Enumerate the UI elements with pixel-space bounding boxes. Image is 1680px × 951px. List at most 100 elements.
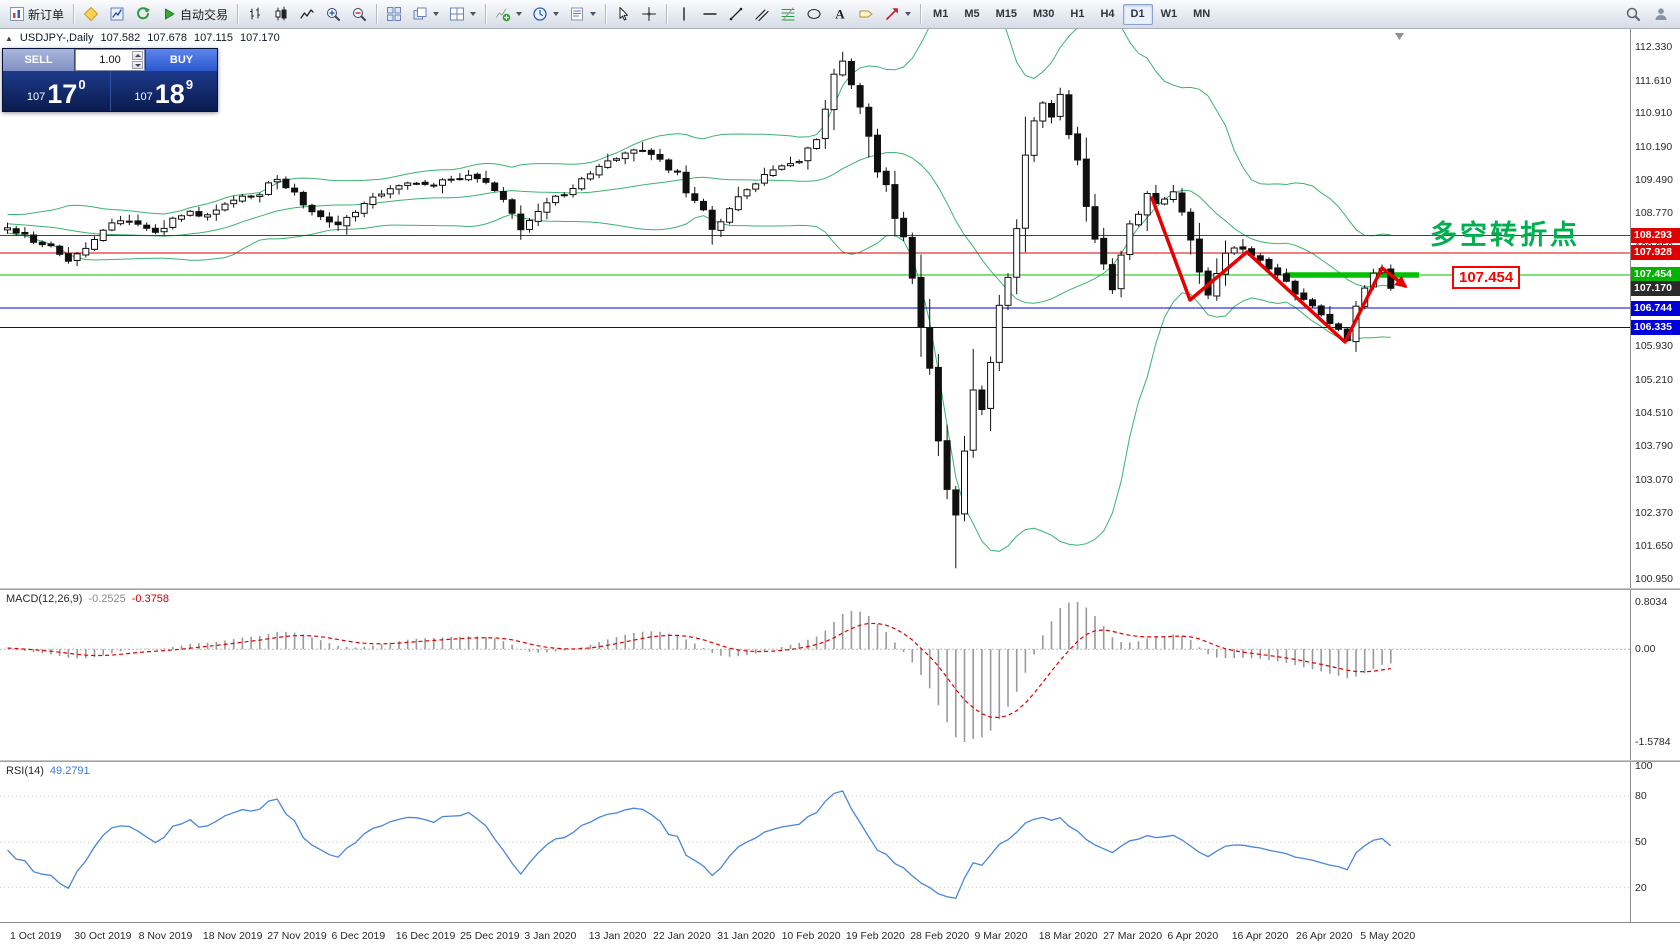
line-chart-button[interactable]: [294, 2, 320, 26]
annotation-price-level-box[interactable]: 107.454: [1452, 266, 1521, 289]
fibonacci-button[interactable]: [775, 2, 801, 26]
new-order-icon: [9, 6, 25, 22]
navigator-button[interactable]: [130, 2, 156, 26]
date-axis-label: 10 Feb 2020: [781, 930, 841, 942]
market-watch-button[interactable]: [104, 2, 130, 26]
metaeditor-button[interactable]: [78, 2, 104, 26]
horizontal-line-icon: [702, 6, 718, 22]
periods-button[interactable]: [527, 2, 564, 26]
time-axis[interactable]: 1 Oct 2019 30 Oct 2019 8 Nov 2019 18 Nov 20…: [0, 922, 1680, 951]
new-order-button-label: 新订单: [28, 7, 65, 22]
channel-icon: [754, 6, 770, 22]
price-axis-label: 105.930: [1635, 340, 1673, 353]
dropdown-arrow-icon[interactable]: [905, 12, 912, 16]
text-button[interactable]: A: [827, 2, 853, 26]
trendline-button[interactable]: [723, 2, 749, 26]
price-chart-canvas[interactable]: [0, 29, 1630, 588]
line-chart-icon: [299, 6, 315, 22]
dropdown-arrow-icon[interactable]: [433, 12, 440, 16]
spinner-up-icon[interactable]: [132, 51, 143, 60]
macd-title: MACD(12,26,9): [6, 593, 83, 605]
timeframe-d1-button[interactable]: D1: [1122, 3, 1153, 25]
template-icon: [569, 6, 585, 22]
bar-chart-button[interactable]: [242, 2, 268, 26]
dropdown-arrow-icon[interactable]: [516, 12, 523, 16]
buy-button[interactable]: BUY: [145, 49, 217, 71]
indicators-button[interactable]: [490, 2, 527, 26]
rsi-panel[interactable]: RSI(14) 49.2791: [0, 762, 1630, 922]
timeframe-m15-button[interactable]: M15: [995, 7, 1017, 20]
arrows-button[interactable]: [879, 2, 916, 26]
main-toolbar: 新订单 自动交易 A M1 M5 M15 M30 H1 H4 D1 W1 MN: [0, 0, 1680, 29]
price-axis-label: 105.210: [1635, 373, 1673, 386]
market-watch-icon: [109, 6, 125, 22]
toolbar-separator: [920, 4, 922, 24]
macd-canvas: [0, 602, 1630, 742]
dropdown-arrow-icon[interactable]: [590, 12, 597, 16]
text-label-button[interactable]: [853, 2, 879, 26]
sell-price-display[interactable]: 107 17 0: [3, 71, 111, 111]
zoom-out-button[interactable]: [346, 2, 372, 26]
community-icon: [1653, 6, 1669, 22]
community-button[interactable]: [1648, 2, 1674, 26]
vertical-line-button[interactable]: [671, 2, 697, 26]
sell-price-prefix: 107: [26, 91, 46, 103]
shapes-button[interactable]: [801, 2, 827, 26]
horizontal-line-button[interactable]: [697, 2, 723, 26]
timeframe-m5-button[interactable]: M5: [964, 7, 980, 20]
date-axis-label: 16 Apr 2020: [1231, 930, 1289, 942]
macd-header: MACD(12,26,9) -0.2525 -0.3758: [6, 593, 169, 605]
macd-panel[interactable]: MACD(12,26,9) -0.2525 -0.3758: [0, 590, 1630, 760]
text-icon: A: [832, 6, 848, 22]
timeframe-m1-button[interactable]: M1: [933, 7, 949, 20]
price-axis-label: 112.330: [1635, 41, 1673, 53]
autotrading-button-label: 自动交易: [180, 7, 229, 22]
panel-resize-handle[interactable]: [0, 760, 1680, 762]
macd-main-value: -0.2525: [88, 593, 126, 605]
price-axis[interactable]: 112.330 111.610 110.910 110.190 109.490 108.7…: [1630, 29, 1680, 922]
search-button[interactable]: [1620, 2, 1646, 26]
price-axis-label: 110.190: [1635, 141, 1673, 154]
toolbar-separator: [605, 4, 607, 24]
crosshair-button[interactable]: [636, 2, 662, 26]
navigator-icon: [135, 6, 151, 22]
cursor-icon: [615, 6, 631, 22]
timeframe-h1-button[interactable]: H1: [1070, 7, 1085, 20]
volume-input[interactable]: 1.00: [75, 49, 145, 71]
timeframe-m30-button[interactable]: M30: [1033, 7, 1055, 20]
toolbar-separator: [376, 4, 378, 24]
new-chart-button[interactable]: [407, 2, 444, 26]
clock-icon: [532, 6, 548, 22]
sell-button[interactable]: SELL: [3, 49, 75, 71]
one-click-panel-toggle[interactable]: ▲: [5, 33, 13, 43]
chart-close-value: 107.170: [239, 32, 280, 44]
date-axis-label: 22 Jan 2020: [653, 930, 711, 942]
autotrading-button[interactable]: 自动交易: [156, 2, 233, 26]
templates-button[interactable]: [564, 2, 601, 26]
rsi-title: RSI(14): [6, 765, 44, 777]
new-order-button[interactable]: 新订单: [4, 2, 69, 26]
timeframe-mn-button[interactable]: MN: [1193, 7, 1211, 20]
date-axis-label: 27 Mar 2020: [1103, 930, 1163, 942]
volume-spinner[interactable]: [132, 51, 143, 69]
dropdown-arrow-icon[interactable]: [553, 12, 560, 16]
macd-axis-label: -1.5784: [1635, 736, 1671, 748]
equidistant-channel-button[interactable]: [749, 2, 775, 26]
rsi-axis-label: 50: [1635, 836, 1647, 848]
dropdown-arrow-icon[interactable]: [470, 12, 477, 16]
price-axis-label: 101.650: [1635, 540, 1673, 553]
zoom-in-button[interactable]: [320, 2, 346, 26]
cursor-button[interactable]: [610, 2, 636, 26]
candlestick-chart-button[interactable]: [268, 2, 294, 26]
chart-window[interactable]: ▲ USDJPY-,Daily 107.582 107.678 107.115 …: [0, 29, 1630, 588]
profiles-button[interactable]: [444, 2, 481, 26]
buy-price-display[interactable]: 107 18 9: [111, 71, 218, 111]
price-axis-label: 108.770: [1635, 207, 1673, 220]
panel-resize-handle[interactable]: [0, 588, 1680, 590]
trendline-icon: [728, 6, 744, 22]
price-tag: 107.454: [1631, 267, 1680, 283]
tile-windows-button[interactable]: [381, 2, 407, 26]
spinner-down-icon[interactable]: [132, 60, 143, 69]
timeframe-h4-button[interactable]: H4: [1100, 7, 1115, 20]
timeframe-w1-button[interactable]: W1: [1160, 7, 1178, 20]
